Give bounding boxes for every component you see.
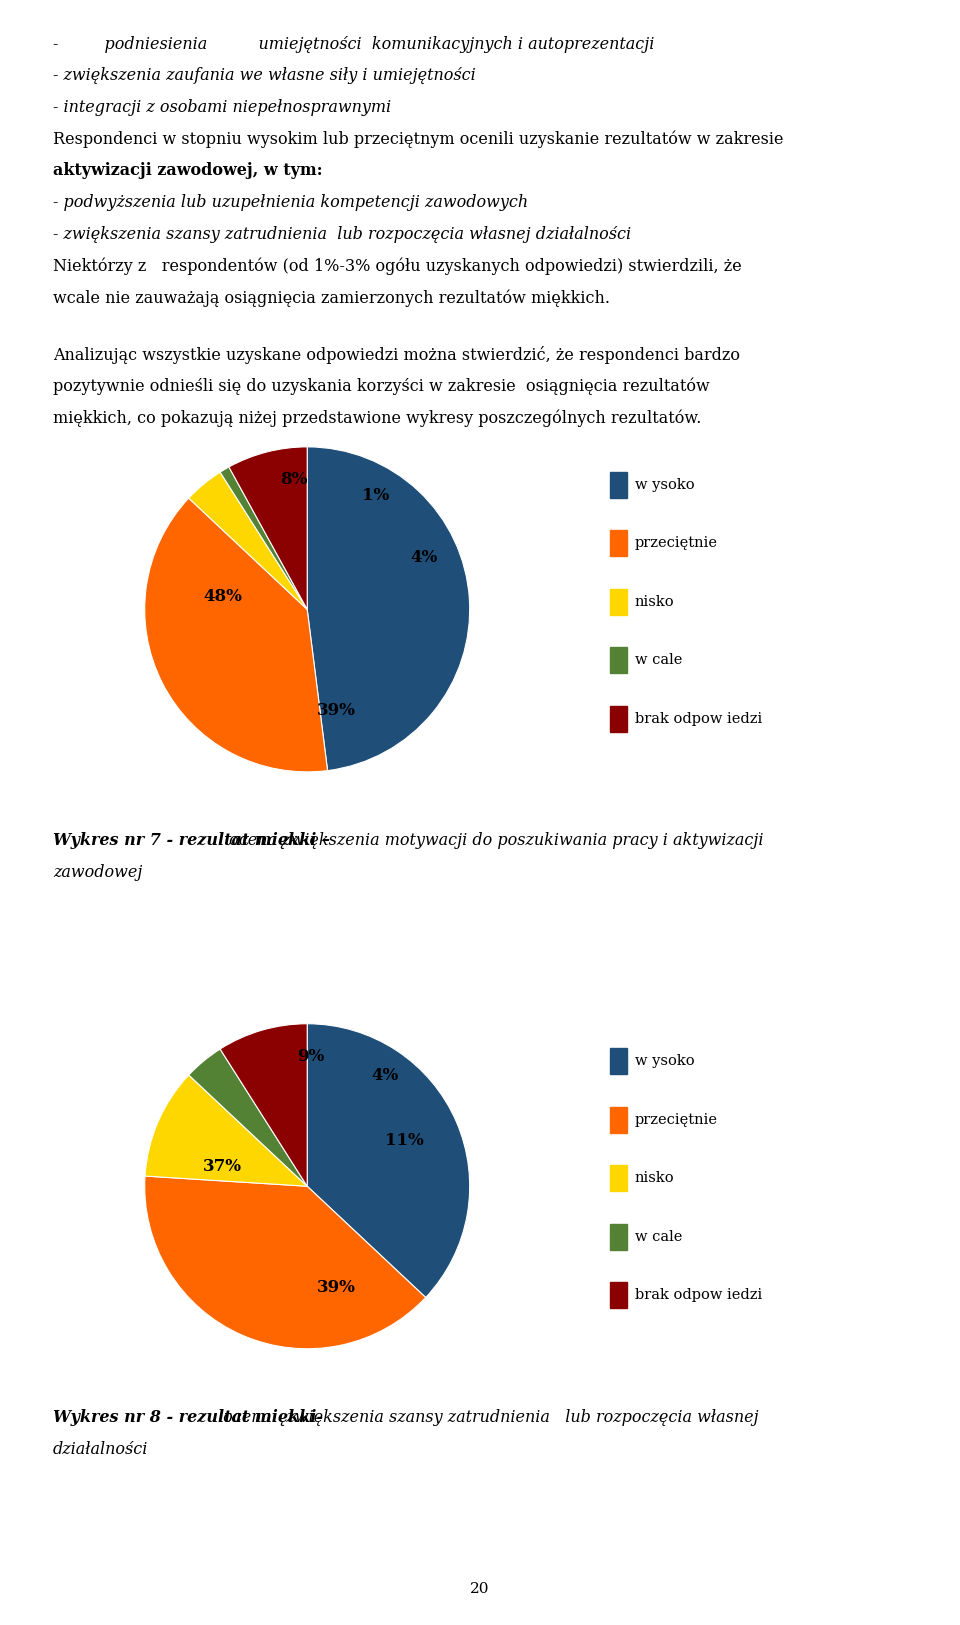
Wedge shape	[145, 1176, 425, 1349]
Text: 8%: 8%	[280, 471, 308, 487]
Text: wcale nie zauważają osiągnięcia zamierzonych rezultatów miękkich.: wcale nie zauważają osiągnięcia zamierzo…	[53, 289, 610, 307]
Wedge shape	[307, 1024, 469, 1297]
Text: 11%: 11%	[385, 1133, 424, 1149]
Text: 20: 20	[470, 1581, 490, 1596]
Text: Niektórzy z   respondentów (od 1%-3% ogółu uzyskanych odpowiedzi) stwierdzili, ż: Niektórzy z respondentów (od 1%-3% ogółu…	[53, 257, 741, 275]
Text: - integracji z osobami niepełnosprawnymi: - integracji z osobami niepełnosprawnymi	[53, 99, 391, 115]
Wedge shape	[189, 473, 307, 609]
Text: -         podniesienia          umiejętności  komunikacyjnych i autoprezentacji: - podniesienia umiejętności komunikacyjn…	[53, 36, 654, 52]
Wedge shape	[220, 466, 307, 609]
Text: w cale: w cale	[635, 653, 682, 668]
Text: ocena   zwiększenia szansy zatrudnienia   lub rozpoczęcia własnej: ocena zwiększenia szansy zatrudnienia lu…	[218, 1409, 759, 1425]
Text: 37%: 37%	[204, 1159, 242, 1175]
Text: 39%: 39%	[317, 1279, 356, 1295]
Text: Wykres nr 8 - rezultat miękki-: Wykres nr 8 - rezultat miękki-	[53, 1409, 323, 1425]
Text: 39%: 39%	[317, 702, 356, 718]
Text: brak odpow iedzi: brak odpow iedzi	[635, 1289, 762, 1303]
Text: Respondenci w stopniu wysokim lub przeciętnym ocenili uzyskanie rezultatów w zak: Respondenci w stopniu wysokim lub przeci…	[53, 130, 783, 148]
Text: 9%: 9%	[297, 1048, 324, 1064]
Text: w ysoko: w ysoko	[635, 478, 694, 492]
Text: przeciętnie: przeciętnie	[635, 1113, 717, 1128]
Text: - podwyższenia lub uzupełnienia kompetencji zawodowych: - podwyższenia lub uzupełnienia kompeten…	[53, 193, 528, 211]
Text: działalności: działalności	[53, 1440, 148, 1458]
Text: - zwiększenia szansy zatrudnienia  lub rozpoczęcia własnej działalności: - zwiększenia szansy zatrudnienia lub ro…	[53, 226, 631, 242]
Text: ocena zwiększenia motywacji do poszukiwania pracy i aktywizacji: ocena zwiększenia motywacji do poszukiwa…	[224, 832, 763, 848]
Wedge shape	[220, 1024, 307, 1186]
Wedge shape	[189, 1050, 307, 1186]
Text: zawodowej: zawodowej	[53, 864, 142, 881]
Text: w ysoko: w ysoko	[635, 1055, 694, 1069]
Text: w cale: w cale	[635, 1230, 682, 1245]
Text: miękkich, co pokazują niżej przedstawione wykresy poszczególnych rezultatów.: miękkich, co pokazują niżej przedstawion…	[53, 410, 701, 427]
Wedge shape	[307, 447, 469, 770]
Text: Analizując wszystkie uzyskane odpowiedzi można stwierdzić, że respondenci bardzo: Analizując wszystkie uzyskane odpowiedzi…	[53, 346, 740, 364]
Text: przeciętnie: przeciętnie	[635, 536, 717, 551]
Text: - zwiększenia zaufania we własne siły i umiejętności: - zwiększenia zaufania we własne siły i …	[53, 67, 475, 84]
Text: nisko: nisko	[635, 1172, 674, 1186]
Text: nisko: nisko	[635, 595, 674, 609]
Text: pozytywnie odnieśli się do uzyskania korzyści w zakresie  osiągnięcia rezultatów: pozytywnie odnieśli się do uzyskania kor…	[53, 379, 709, 395]
Text: aktywizacji zawodowej, w tym:: aktywizacji zawodowej, w tym:	[53, 162, 323, 179]
Wedge shape	[228, 447, 307, 609]
Wedge shape	[145, 499, 327, 772]
Text: 1%: 1%	[362, 488, 389, 504]
Text: Wykres nr 7 - rezultat miękki –: Wykres nr 7 - rezultat miękki –	[53, 832, 330, 848]
Text: 48%: 48%	[204, 588, 242, 604]
Text: 4%: 4%	[372, 1068, 398, 1084]
Text: brak odpow iedzi: brak odpow iedzi	[635, 712, 762, 726]
Text: 4%: 4%	[411, 549, 438, 565]
Wedge shape	[145, 1076, 307, 1186]
